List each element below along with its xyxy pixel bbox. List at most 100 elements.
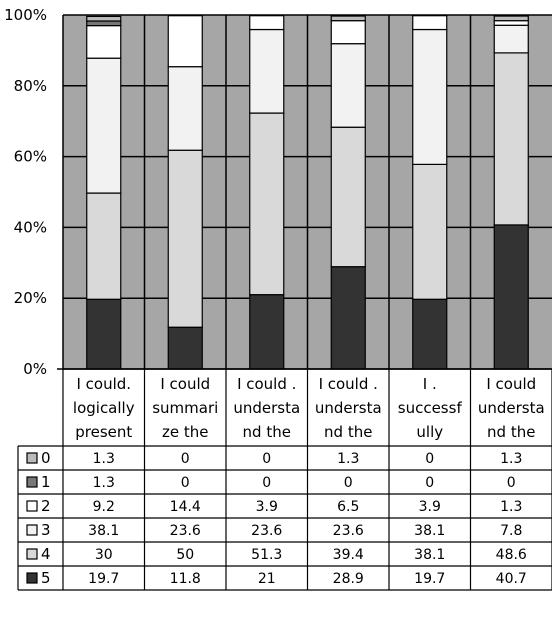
category-label: understa: [233, 399, 300, 417]
bar-segment-0: [86, 15, 122, 22]
table-cell-value: 1.3: [337, 451, 359, 467]
category-label: I .: [423, 375, 437, 393]
table-cell-value: 23.6: [170, 523, 201, 539]
category-label: I could.: [76, 375, 131, 393]
legend-label: 2: [41, 497, 51, 515]
y-tick-label: 20%: [14, 289, 47, 307]
legend-swatch-0: [26, 452, 38, 464]
table-cell-value: 38.1: [414, 547, 445, 563]
table-cell-value: 3.9: [419, 499, 441, 515]
table-cell-value: 3.9: [256, 499, 278, 515]
table-cell-value: 39.4: [333, 547, 364, 563]
bar-segment-0: [493, 15, 529, 22]
y-tick-label: 0%: [23, 360, 47, 378]
bar-segment-2: [167, 15, 203, 68]
legend-label: 5: [41, 569, 51, 587]
bar-segment-3: [167, 66, 203, 151]
table-cell-value: 0: [344, 475, 353, 491]
table-cell-value: 23.6: [251, 523, 282, 539]
bar-segment-5: [167, 326, 203, 370]
bar-segment-3: [86, 57, 122, 194]
category-label: nd the: [243, 423, 291, 441]
y-tick-label: 60%: [14, 148, 47, 166]
table-cell-value: 0: [425, 475, 434, 491]
table-cell-value: 50: [176, 547, 194, 563]
category-label: present: [75, 423, 132, 441]
legend-swatch-2: [26, 500, 38, 512]
bar-segment-2: [86, 25, 122, 59]
table-cell-value: 1.3: [500, 499, 522, 515]
bar-segment-4: [330, 126, 366, 268]
bar-segment-2: [412, 15, 448, 31]
bar-segment-4: [493, 52, 529, 226]
table-cell-value: 23.6: [333, 523, 364, 539]
table-cell-value: 21: [258, 571, 276, 587]
bar-segment-1: [86, 20, 122, 27]
bar-segment-5: [249, 294, 285, 370]
legend-swatch-3: [26, 524, 38, 536]
y-tick-label: 100%: [4, 6, 47, 24]
bar-segment-4: [412, 163, 448, 300]
category-label: nd the: [324, 423, 372, 441]
category-label: successf: [398, 399, 463, 417]
category-label: nd the: [487, 423, 535, 441]
legend-label: 1: [41, 473, 51, 491]
table-cell-value: 38.1: [414, 523, 445, 539]
category-label: I could .: [319, 375, 378, 393]
bar-segment-4: [86, 192, 122, 300]
bar-segment-5: [86, 298, 122, 370]
table-cell-value: 19.7: [88, 571, 119, 587]
legend-label: 4: [41, 545, 51, 563]
table-cell-value: 1.3: [500, 451, 522, 467]
table-cell-value: 7.8: [500, 523, 522, 539]
table-cell-value: 0: [507, 475, 516, 491]
table-cell-value: 40.7: [496, 571, 527, 587]
table-cell-value: 30: [95, 547, 113, 563]
bar-segment-3: [330, 43, 366, 128]
table-cell-value: 11.8: [170, 571, 201, 587]
table-cell-value: 0: [181, 475, 190, 491]
table-cell-value: 0: [181, 451, 190, 467]
bar-segment-4: [249, 112, 285, 296]
category-label: I could: [486, 375, 536, 393]
bar-segment-4: [167, 149, 203, 328]
table-cell-value: 48.6: [496, 547, 527, 563]
table-cell-value: 28.9: [333, 571, 364, 587]
table-cell-value: 0: [262, 451, 271, 467]
category-label: understa: [315, 399, 382, 417]
bar-segment-5: [493, 224, 529, 370]
bar-segment-3: [412, 28, 448, 165]
bar-segment-0: [330, 15, 366, 22]
category-label: ully: [416, 423, 443, 441]
table-cell-value: 0: [425, 451, 434, 467]
table-cell-value: 19.7: [414, 571, 445, 587]
table-cell-value: 14.4: [170, 499, 201, 515]
legend-swatch-1: [26, 476, 38, 488]
y-tick-label: 80%: [14, 77, 47, 95]
table-cell-value: 1.3: [93, 451, 115, 467]
category-label: understa: [478, 399, 545, 417]
y-tick-label: 40%: [14, 218, 47, 236]
legend-label: 3: [41, 521, 51, 539]
bar-segment-2: [249, 15, 285, 31]
legend-label: 0: [41, 449, 51, 467]
bar-segment-3: [249, 28, 285, 114]
table-cell-value: 9.2: [93, 499, 115, 515]
table-cell-value: 0: [262, 475, 271, 491]
table-cell-value: 6.5: [337, 499, 359, 515]
legend-swatch-4: [26, 548, 38, 560]
bar-segment-2: [493, 20, 529, 26]
category-label: I could .: [237, 375, 296, 393]
category-label: I could: [160, 375, 210, 393]
category-label: summari: [152, 399, 218, 417]
category-label: ze the: [162, 423, 209, 441]
table-cell-value: 1.3: [93, 475, 115, 491]
legend-swatch-5: [26, 572, 38, 584]
table-cell-value: 51.3: [251, 547, 282, 563]
bar-segment-2: [330, 20, 366, 45]
bar-segment-5: [412, 298, 448, 370]
category-label: logically: [73, 399, 135, 417]
bar-segment-3: [493, 24, 529, 54]
bar-segment-5: [330, 266, 366, 370]
